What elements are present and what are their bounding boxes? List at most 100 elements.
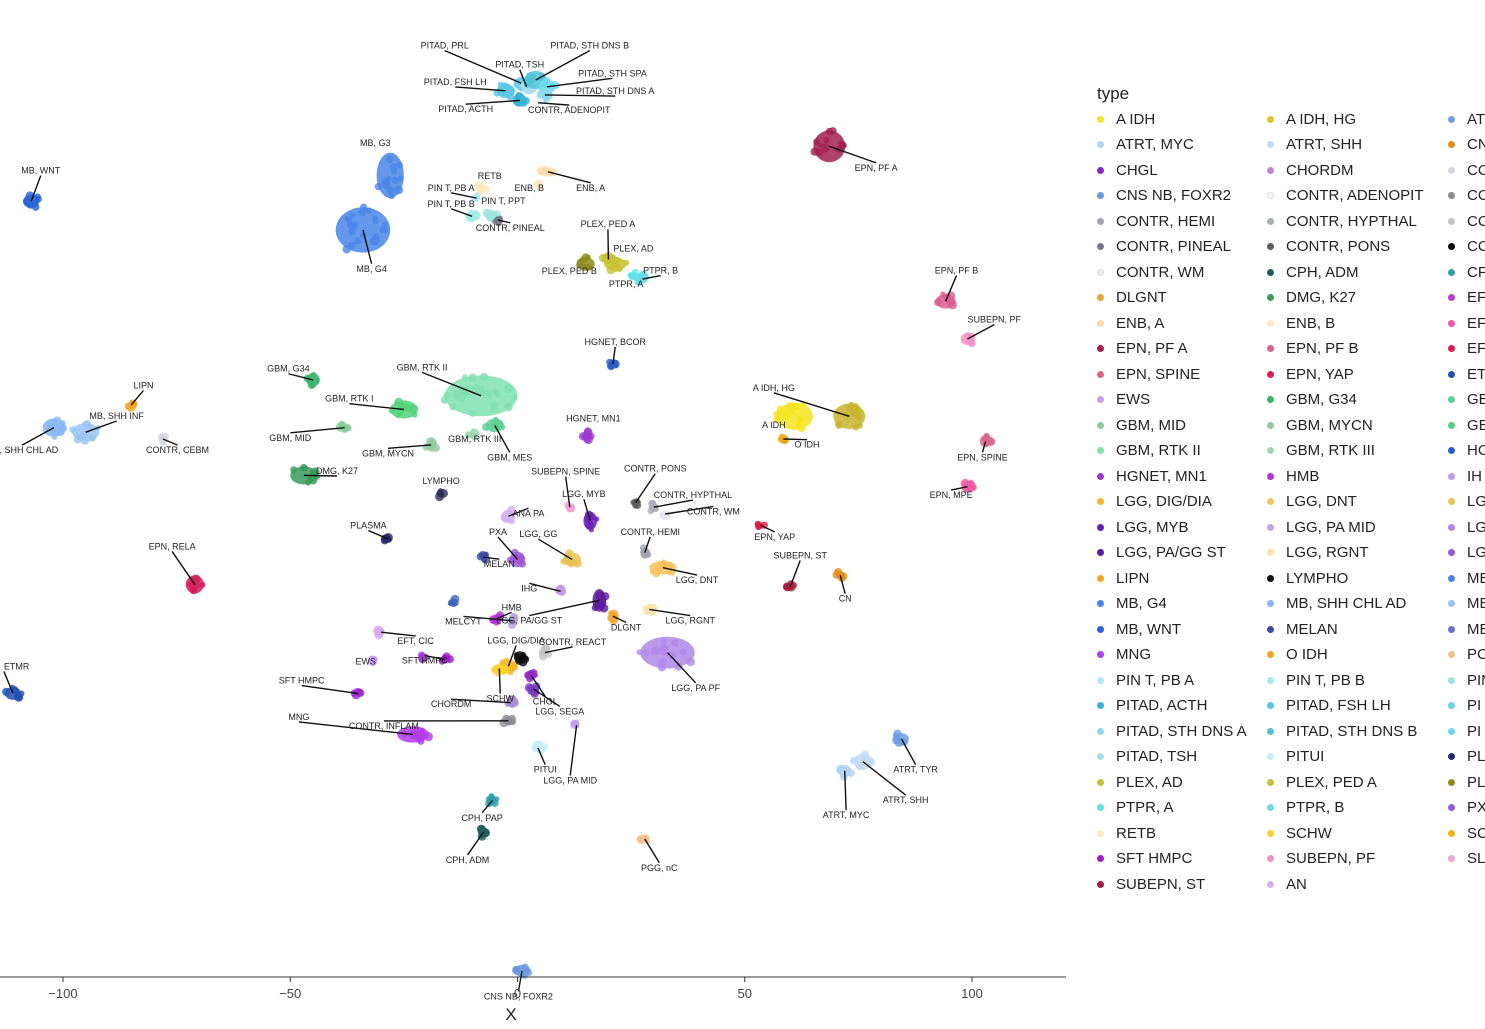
point-plex-ad	[608, 255, 617, 264]
x-tick-label: 100	[961, 986, 983, 1001]
legend-swatch	[1267, 523, 1274, 531]
legend-swatch	[1267, 421, 1274, 429]
leader-line-subepn-pf	[967, 324, 995, 340]
point-gbm-mes	[499, 424, 506, 431]
legend-label: CONTR, PONS	[1286, 238, 1391, 255]
leader-line-contr-pons	[635, 473, 656, 504]
cluster-label-plex-ped-b: PLEX, PED B	[542, 266, 597, 276]
point-a-idh	[795, 421, 802, 427]
point-gbm-rtk-iii	[465, 431, 471, 437]
legend-swatch	[1448, 319, 1455, 327]
cluster-label-pin-t-ppt: PIN T, PPT	[481, 196, 526, 206]
point-epn-rela	[192, 584, 198, 591]
point-hgnet-bcor-dup	[452, 600, 459, 607]
cluster-label-pitad-acth: PITAD, ACTH	[438, 104, 493, 114]
cluster-label-lgg-pa-mid: LGG, PA MID	[543, 776, 597, 786]
legend-swatch	[1267, 880, 1274, 888]
legend-item: GBM, MYCN	[1267, 414, 1373, 436]
legend-label: ATRT, MYC	[1116, 136, 1194, 153]
leader-line-ihg	[529, 582, 561, 592]
cluster-label-melan: MELAN	[484, 559, 515, 569]
point-plex-ped-b	[584, 263, 592, 271]
cluster-label-epn-yap: EPN, YAP	[754, 532, 795, 542]
cluster-label-pxa: PXA	[489, 527, 507, 537]
legend-item: ENB, B	[1267, 312, 1335, 334]
leader-line-subepn-spine	[564, 476, 571, 508]
leader-line-contr-wm	[665, 505, 714, 515]
cluster-label-contr-pons: CONTR, PONS	[624, 464, 687, 474]
cluster-label-contr-wm: CONTR, WM	[687, 506, 740, 516]
legend-swatch	[1097, 319, 1104, 327]
leader-line-atrt-tyr	[900, 738, 917, 765]
leader-line-cph-adm	[466, 831, 484, 856]
leader-line-epn-spine	[981, 441, 987, 453]
point-lgg-pa-pf	[658, 657, 668, 666]
legend-label: DMG, K27	[1286, 289, 1357, 306]
legend-item: CONTR, WM	[1097, 261, 1204, 283]
legend-swatch	[1267, 166, 1274, 174]
legend-item: SUBEPN, ST	[1097, 873, 1205, 895]
legend-item: PIN	[1448, 669, 1485, 691]
legend-item: LGG, PA/GG ST	[1097, 542, 1226, 564]
legend-label: MB, G4	[1116, 595, 1167, 612]
legend-swatch	[1267, 574, 1274, 582]
legend-label: CC	[1467, 161, 1485, 179]
leader-line-pitad-tsh	[519, 69, 528, 88]
cluster-label-plex-ped-a: PLEX, PED A	[581, 219, 636, 229]
leader-line-o-idh	[783, 438, 808, 441]
point-etmr	[13, 691, 22, 700]
legend-swatch	[1448, 829, 1455, 837]
point-mb-shh-inf	[73, 435, 82, 444]
point-retb	[481, 184, 488, 191]
cluster-label-pitad-sth-dns-a: PITAD, STH DNS A	[576, 86, 654, 96]
cluster-label-hgnet-mn1: HGNET, MN1	[566, 413, 621, 423]
legend-item: GE	[1448, 389, 1485, 411]
point-pitad-sth-dns-b	[523, 75, 533, 85]
legend-swatch	[1448, 574, 1455, 582]
legend-swatch	[1267, 651, 1274, 658]
point-contr-hypthal	[649, 500, 657, 508]
legend-item: MB, SHH CHL AD	[1267, 593, 1406, 615]
legend-swatch	[1448, 396, 1455, 403]
cluster-label-sft-hmpc-2: SFT HMPC	[279, 676, 325, 686]
point-pitad-acth	[522, 97, 530, 105]
legend-label: PTPR, B	[1286, 799, 1345, 816]
point-mb-shh-chl-ad	[52, 416, 62, 426]
legend-swatch	[1097, 702, 1104, 709]
leader-line-pin-t-pb-a	[451, 192, 477, 199]
point-plex-ped-b	[585, 254, 591, 260]
legend-item: LGG, RGNT	[1267, 542, 1369, 564]
legend-label: EF	[1467, 340, 1485, 357]
legend-item: CONTR, ADENOPIT	[1267, 185, 1424, 207]
legend-label: SFT HMPC	[1116, 850, 1193, 867]
label-layer: PITAD, PRL PITAD, TSH PITAD, STH DNS B PITA…	[0, 41, 1022, 1002]
cluster-label-contr-pineal: CONTR, PINEAL	[476, 223, 545, 233]
point-sft-hmpc-2	[356, 688, 363, 694]
cluster-label-ews: EWS	[355, 656, 376, 666]
point-mb-g4	[372, 233, 380, 241]
legend-item: ENB, A	[1097, 312, 1164, 334]
cluster-label-contr-hemi: CONTR, HEMI	[620, 527, 680, 537]
cluster-label-ptpr-a: PTPR, A	[609, 279, 644, 289]
point-atrt-shh	[855, 761, 865, 771]
legend-label: PIN T, PB A	[1116, 671, 1195, 689]
point-a-idh-hg	[851, 403, 860, 412]
point-epn-spine	[986, 436, 995, 445]
legend-label: PL	[1467, 748, 1485, 765]
legend-swatch	[1448, 702, 1455, 709]
point-lgg-sega	[527, 684, 535, 692]
leader-line-eft-cic	[381, 631, 416, 637]
leader-line-enb-a	[547, 171, 591, 184]
legend-label: O IDH	[1286, 646, 1328, 663]
point-lgg-pa-pf	[660, 650, 667, 657]
cluster-label-lgg-gg: LGG, GG	[519, 529, 557, 539]
cluster-label-pitad-sth-dns-b: PITAD, STH DNS B	[550, 41, 629, 51]
leader-line-epn-mpe	[950, 486, 968, 491]
point-lympho-dup	[513, 652, 520, 658]
legend-item: PL	[1448, 771, 1485, 793]
point-a-idh	[772, 411, 780, 418]
legend-label: CHORDM	[1286, 161, 1354, 179]
legend-item: PX	[1448, 797, 1485, 819]
point-pitad-acth	[515, 92, 522, 99]
leader-line-epn-pf-b	[944, 275, 958, 302]
